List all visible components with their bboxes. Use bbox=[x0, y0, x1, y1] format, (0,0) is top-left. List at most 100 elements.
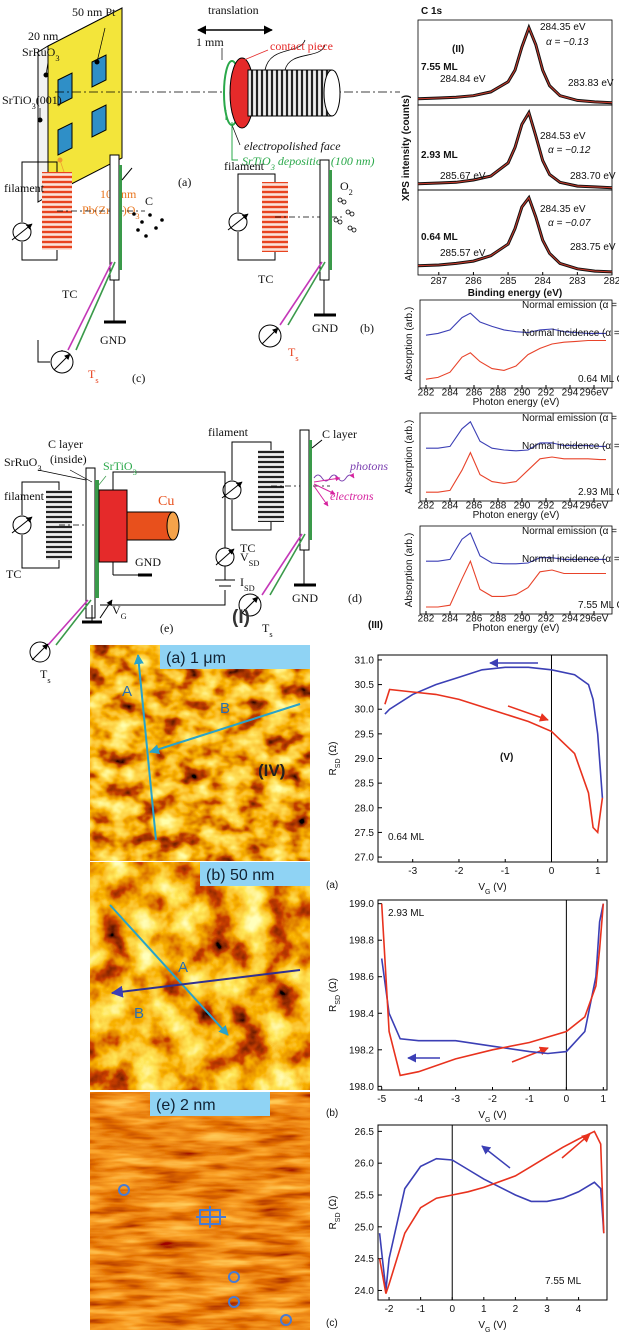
label-part: V bbox=[240, 550, 249, 564]
x-tick-label: 286 bbox=[466, 614, 483, 625]
y-tick-label: 198.8 bbox=[349, 936, 374, 947]
shape bbox=[118, 1184, 130, 1196]
legend-entry: Normal emission (α = 20°) bbox=[522, 526, 619, 537]
shape bbox=[132, 212, 136, 216]
shape bbox=[160, 218, 164, 222]
x-tick-label: 296eV bbox=[580, 501, 609, 512]
x-tick-label: 285 bbox=[500, 276, 517, 287]
x-tick-label: 286 bbox=[466, 501, 483, 512]
coverage-label: 7.55 ML C bbox=[578, 600, 619, 611]
y-tick-label: 199.0 bbox=[349, 899, 374, 910]
plot-frame bbox=[419, 299, 613, 389]
series-line bbox=[426, 559, 606, 608]
x-tick-label: -3 bbox=[451, 1094, 460, 1105]
coverage-label: 2.93 ML C bbox=[578, 487, 619, 498]
y-tick-label: 29.5 bbox=[355, 729, 375, 740]
peak-annotation: α = −0.12 bbox=[548, 145, 591, 156]
x-tick-label: -1 bbox=[501, 866, 510, 877]
sweep-arrows bbox=[407, 658, 591, 1169]
y-axis-label: RSD (Ω) bbox=[328, 1196, 342, 1230]
label-part: Pb(Zr,Ti)O bbox=[82, 203, 136, 217]
label: Cu bbox=[158, 494, 174, 509]
shape bbox=[67, 261, 113, 351]
schematic bbox=[221, 429, 355, 617]
shape bbox=[329, 170, 332, 270]
label-part: O bbox=[340, 179, 349, 193]
label: (e) bbox=[160, 621, 173, 635]
label: filament bbox=[4, 489, 45, 503]
y-tick-label: 28.5 bbox=[355, 779, 375, 790]
x-tick-label: 292 bbox=[538, 501, 555, 512]
shape bbox=[347, 225, 353, 231]
label-part: G bbox=[485, 1117, 490, 1124]
shape bbox=[154, 226, 158, 230]
plot-frame bbox=[377, 1124, 608, 1301]
stm-images: (a) 1 μm A B (IV) (b) 50 nm A B (e) 2 nm bbox=[90, 645, 310, 1330]
marker-label: A bbox=[122, 683, 132, 700]
peak-annotation: α = −0.13 bbox=[546, 37, 589, 48]
label-part: SrTiO bbox=[103, 459, 133, 473]
shape bbox=[11, 516, 33, 534]
label-part: R bbox=[328, 768, 339, 775]
legend-entry: Normal incidence (α = 90°) bbox=[522, 554, 619, 565]
shape bbox=[21, 161, 58, 261]
peak-annotation: 285.67 eV bbox=[440, 171, 486, 182]
x-tick-label: 286 bbox=[465, 276, 482, 287]
label: TC bbox=[62, 287, 77, 301]
label: (b) bbox=[360, 321, 374, 335]
label: (inside) bbox=[50, 452, 87, 466]
peak-annotation: 283.70 eV bbox=[570, 171, 616, 182]
label-part: s bbox=[95, 376, 98, 385]
y-tick-label: 198.4 bbox=[349, 1009, 374, 1020]
label-box bbox=[150, 1092, 270, 1116]
shape bbox=[337, 219, 343, 225]
shape bbox=[99, 599, 113, 619]
x-tick-label: -2 bbox=[385, 1304, 394, 1315]
x-tick-label: 284 bbox=[442, 614, 459, 625]
shape bbox=[333, 217, 339, 223]
label: photons bbox=[349, 459, 388, 473]
label-part: T bbox=[88, 367, 96, 381]
x-tick-label: 294 bbox=[562, 614, 579, 625]
peak-annotation: 283.83 eV bbox=[568, 78, 614, 89]
label-part: (Ω) bbox=[328, 978, 339, 995]
x-axis-label: Photon energy (eV) bbox=[473, 623, 560, 634]
x-tick-label: -4 bbox=[414, 1094, 423, 1105]
coverage-label: 0.64 ML C bbox=[578, 374, 619, 385]
y-tick-label: 27.5 bbox=[355, 828, 375, 839]
shape bbox=[228, 1296, 240, 1308]
schematic bbox=[37, 7, 400, 203]
label-part: SrTiO bbox=[242, 154, 271, 168]
x-axis-label: Photon energy (eV) bbox=[473, 397, 560, 408]
label-part: 3 bbox=[135, 212, 139, 221]
shape bbox=[351, 227, 357, 233]
coverage-label: 2.93 ML bbox=[421, 150, 458, 161]
shape bbox=[313, 472, 355, 482]
x-tick-label: 290 bbox=[514, 388, 531, 399]
label: GND bbox=[312, 321, 338, 335]
label: (c) bbox=[132, 371, 145, 385]
x-tick-label: 284 bbox=[534, 276, 551, 287]
x-tick-label: -2 bbox=[455, 866, 464, 877]
label-part: SD bbox=[335, 1212, 342, 1222]
coverage-label: 2.93 ML bbox=[388, 908, 425, 919]
label: filament bbox=[4, 181, 45, 195]
legend-entry: Normal emission (α = 20°) bbox=[522, 300, 619, 311]
shape bbox=[140, 220, 144, 224]
shape bbox=[241, 596, 259, 614]
series-line bbox=[425, 312, 606, 336]
x-tick-label: -2 bbox=[488, 1094, 497, 1105]
x-tick-label: -3 bbox=[408, 866, 417, 877]
sweep-arrow bbox=[507, 705, 549, 722]
series-line bbox=[384, 666, 604, 798]
coverage-label: 0.64 ML bbox=[388, 832, 425, 843]
y-axis-label: Absorption (arb.) bbox=[404, 420, 415, 494]
shape bbox=[109, 154, 120, 281]
shape bbox=[96, 27, 106, 63]
shape bbox=[37, 340, 63, 363]
x-tick-label: 286 bbox=[466, 388, 483, 399]
shape bbox=[231, 441, 272, 531]
schematic bbox=[11, 467, 235, 663]
label: electropolished face bbox=[244, 139, 341, 153]
scan-line bbox=[133, 654, 157, 841]
